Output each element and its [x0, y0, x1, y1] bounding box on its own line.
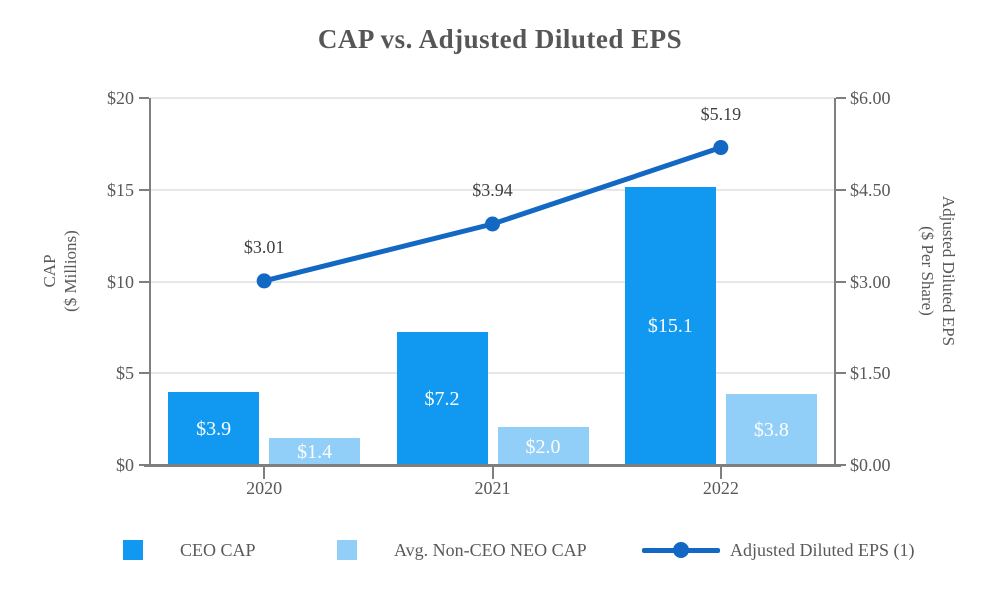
eps-point — [485, 216, 500, 232]
eps-point — [713, 140, 729, 156]
y-axis-right-tick — [836, 188, 846, 191]
legend-swatch-avg-non-ceo-neo-cap — [337, 540, 357, 560]
chart-title: CAP vs. Adjusted Diluted EPS — [317, 24, 683, 54]
legend-item-adjusted-diluted-eps: Adjusted Diluted EPS (1) — [642, 539, 915, 561]
y-axis-right-tick — [836, 97, 846, 99]
y-axis-left-tick — [139, 280, 149, 283]
left-axis-title-line1: CAP — [40, 254, 59, 288]
eps-point-label: $5.19 — [700, 103, 742, 124]
eps-point — [256, 273, 272, 289]
right-axis-title-line1: Adjusted Diluted EPS — [939, 195, 958, 347]
bar-avg-non-ceo-neo-cap — [269, 438, 361, 464]
y-axis-left-tick-label: $15 — [107, 179, 134, 200]
bar-value-label: $1.4 — [297, 441, 333, 464]
y-axis-right-tick-label: $0.00 — [850, 455, 891, 475]
right-axis-title-line2: ($ Per Share) — [918, 226, 937, 316]
y-axis-left — [149, 98, 151, 466]
gridline — [150, 97, 835, 99]
x-axis-tick — [263, 467, 266, 479]
eps-point-label: $3.94 — [472, 180, 513, 200]
x-axis — [144, 464, 841, 467]
gridline — [150, 280, 835, 283]
y-axis-left-tick — [139, 97, 149, 99]
y-axis-left-tick-label: $10 — [107, 271, 134, 292]
legend-label-adjusted-diluted-eps: Adjusted Diluted EPS (1) — [730, 539, 915, 560]
x-axis-tick — [719, 467, 722, 479]
eps-line-series — [256, 140, 729, 289]
bar-ceo-cap — [624, 186, 716, 464]
bar-avg-non-ceo-neo-cap — [497, 427, 589, 464]
legend-item-avg-non-ceo-neo-cap: Avg. Non-CEO NEO CAP — [337, 539, 587, 561]
left-axis-title-line2: ($ Millions) — [61, 230, 80, 312]
y-axis-left-tick — [139, 464, 149, 466]
bar-value-label: $7.2 — [424, 387, 460, 410]
x-tick-label: 2021 — [474, 478, 511, 498]
bar-value-label: $15.1 — [647, 315, 693, 338]
y-axis-left-tick-label: $0 — [116, 455, 134, 475]
legend-label-avg-non-ceo-neo-cap: Avg. Non-CEO NEO CAP — [394, 539, 587, 560]
right-axis-title: Adjusted Diluted EPS ($ Per Share) — [917, 151, 959, 391]
y-axis-left-tick-label: $5 — [116, 363, 134, 384]
y-axis-right-tick-label: $4.50 — [850, 179, 891, 200]
eps-line — [261, 145, 724, 284]
left-axis-title: CAP ($ Millions) — [39, 161, 81, 381]
x-axis-tick — [491, 467, 494, 479]
y-axis-right-tick-label: $1.50 — [850, 363, 891, 384]
bar-value-label: $2.0 — [525, 435, 561, 458]
x-tick-label: 2020 — [246, 478, 283, 498]
y-axis-right-tick — [836, 280, 846, 283]
bar-value-label: $3.8 — [753, 419, 789, 442]
x-tick-label: 2022 — [702, 478, 739, 498]
y-axis-left-tick — [139, 372, 149, 375]
gridline — [150, 372, 835, 375]
y-axis-left-tick-label: $20 — [107, 88, 134, 108]
bar-ceo-cap — [168, 392, 260, 464]
y-axis-right-tick — [836, 372, 846, 375]
y-axis-left-tick — [139, 188, 149, 191]
y-axis-right-tick-label: $6.00 — [850, 88, 891, 108]
legend-swatch-ceo-cap — [123, 540, 143, 560]
legend-item-ceo-cap: CEO CAP — [123, 539, 256, 561]
y-axis-right-tick-label: $3.00 — [850, 271, 891, 292]
y-axis-right-tick — [836, 464, 846, 466]
bar-avg-non-ceo-neo-cap — [725, 394, 817, 464]
bar-ceo-cap — [396, 331, 488, 464]
y-axis-right — [834, 98, 836, 466]
legend: CEO CAP Avg. Non-CEO NEO CAP Adjusted Di… — [0, 539, 1000, 561]
legend-label-ceo-cap: CEO CAP — [180, 539, 256, 560]
legend-line-marker — [642, 539, 720, 561]
eps-point-label: $3.01 — [243, 236, 285, 257]
plot-area: $0 $5 $10 $15 $20 $0.00 $1.50 $3.00 $4.50 $6.00 20… — [107, 88, 891, 498]
bar-value-label: $3.9 — [196, 418, 232, 441]
gridline — [150, 188, 835, 191]
